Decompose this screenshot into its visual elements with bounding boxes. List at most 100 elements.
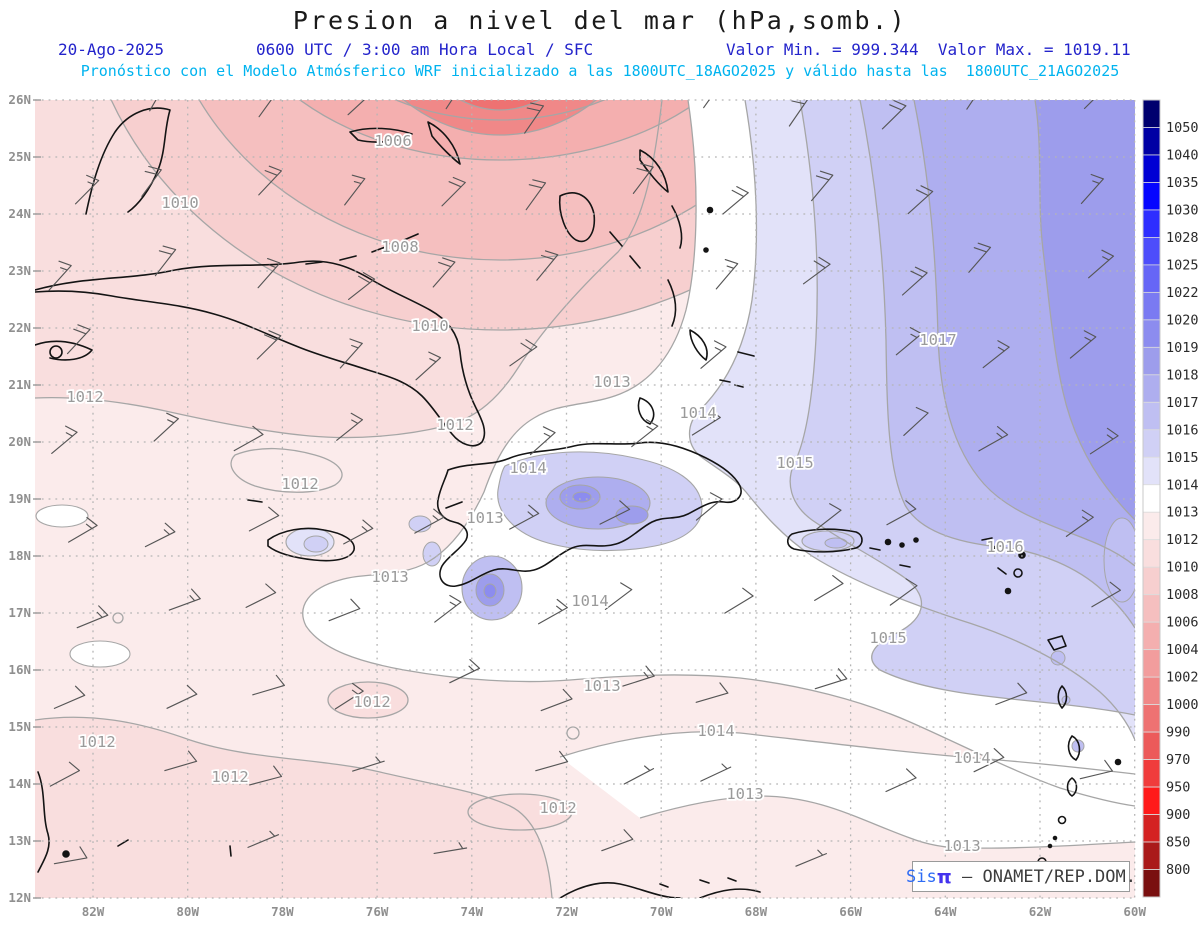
isobar-label: 1010 <box>161 194 198 212</box>
wind-barb <box>695 682 729 703</box>
wind-barb <box>233 425 264 452</box>
attribution-box: Sis π – ONAMET/REP.DOM. <box>906 861 1136 892</box>
isobar-label: 1012 <box>66 388 103 406</box>
isobar-label: 1017 <box>919 331 956 349</box>
page-title: Presion a nivel del mar (hPa,somb.) <box>292 6 908 35</box>
isobar-label: 1013 <box>726 785 763 803</box>
wind-barb <box>691 409 721 436</box>
colorbar-label: 1014 <box>1166 477 1199 493</box>
wind-barb <box>968 242 992 273</box>
lon-tick-label: 64W <box>934 904 957 919</box>
wind-barb <box>724 587 754 614</box>
lon-tick-label: 74W <box>461 904 484 919</box>
lat-tick-label: 15N <box>8 719 31 734</box>
colorbar-label: 1017 <box>1166 395 1199 411</box>
lat-tick-label: 25N <box>8 149 31 164</box>
lat-tick-label: 23N <box>8 263 31 278</box>
high-pressure-shading <box>35 100 1135 849</box>
wind-barbs <box>48 100 1121 867</box>
wind-barb <box>903 406 929 436</box>
wind-barb <box>715 259 739 290</box>
lat-tick-label: 18N <box>8 548 31 563</box>
colorbar-box <box>1142 594 1161 623</box>
wind-barb <box>66 324 91 355</box>
isobar-label: 1012 <box>436 416 473 434</box>
isobar-label: 1014 <box>679 404 716 422</box>
valid-time: 0600 UTC / 3:00 am Hora Local / SFC <box>256 40 594 59</box>
wind-barb <box>414 508 445 534</box>
wind-barb <box>336 412 364 441</box>
isobar-label: 1013 <box>593 373 630 391</box>
colorbar-label: 850 <box>1166 835 1190 851</box>
colorbar-label: 1015 <box>1166 450 1199 466</box>
lat-tick-label: 16N <box>8 662 31 677</box>
wind-barb <box>76 605 109 629</box>
wind-barb <box>248 506 280 532</box>
wind-barb <box>881 100 907 130</box>
lon-tick-label: 78W <box>271 904 294 919</box>
wind-barb <box>154 245 177 277</box>
lon-tick-label: 68W <box>745 904 768 919</box>
colorbar-label: 990 <box>1166 725 1190 741</box>
wind-barb <box>49 761 80 787</box>
wind-barb <box>1079 759 1113 780</box>
wind-barb <box>966 100 974 110</box>
wind-barb <box>258 165 282 196</box>
lat-tick-label: 14N <box>8 776 31 791</box>
colorbar-box <box>1142 484 1161 513</box>
wind-barb <box>814 575 844 601</box>
colorbar-box <box>1142 704 1161 733</box>
colorbar-label: 1002 <box>1166 670 1199 686</box>
wind-barb <box>907 185 934 215</box>
isobar-label: 1012 <box>353 693 390 711</box>
colorbar-box <box>1142 869 1161 898</box>
isobar-label: 1008 <box>381 238 418 256</box>
colorbar-box <box>1142 291 1161 321</box>
wind-barb <box>348 272 376 300</box>
wind-barb <box>149 100 157 112</box>
wind-barb <box>343 519 374 545</box>
isobar-label: 1010 <box>411 317 448 335</box>
colorbar-box <box>1142 237 1161 266</box>
wind-barb <box>1083 100 1094 110</box>
colorbar-label: 1040 <box>1166 147 1199 163</box>
coastlines <box>35 107 1122 898</box>
wind-barb <box>973 748 1005 773</box>
wind-barb <box>433 842 468 854</box>
wind-barb <box>339 338 363 369</box>
wind-barb <box>1080 173 1104 205</box>
sispi-logo-text: Sis <box>906 866 937 887</box>
colorbar-label: 1008 <box>1166 587 1199 603</box>
colorbar-box <box>1142 841 1161 870</box>
isobar-label: 1014 <box>953 749 990 767</box>
wind-barb <box>886 500 917 526</box>
lat-tick-label: 22N <box>8 320 31 335</box>
wind-barb <box>525 179 547 211</box>
colorbar-box <box>1142 759 1161 788</box>
colorbar-label: 1004 <box>1166 642 1199 658</box>
colorbar-box <box>1142 264 1161 293</box>
wind-barb <box>722 186 749 215</box>
lat-tick-label: 19N <box>8 491 31 506</box>
lat-tick-label: 17N <box>8 605 31 620</box>
wind-barb <box>144 522 176 548</box>
wind-barb <box>788 100 808 127</box>
wind-barb <box>895 327 923 356</box>
wind-barb <box>1065 509 1094 537</box>
wind-barb <box>700 763 732 782</box>
colorbar-label: 900 <box>1166 807 1190 823</box>
isobar-label: 1013 <box>943 837 980 855</box>
wind-barb <box>245 583 277 608</box>
colorbar-box <box>1142 127 1161 156</box>
wind-barb <box>53 685 86 709</box>
wind-barb <box>432 257 456 288</box>
wind-barb <box>529 426 556 456</box>
isobar-label: 1012 <box>211 768 248 786</box>
header-line2: 20-Ago-2025 0600 UTC / 3:00 am Hora Loca… <box>0 40 1200 60</box>
colorbar-label: 1019 <box>1166 340 1199 356</box>
wind-barb <box>889 578 918 606</box>
wind-barb <box>814 503 842 532</box>
colorbar-label: 1030 <box>1166 202 1199 218</box>
isobar-label: 1013 <box>583 677 620 695</box>
wind-barb <box>164 750 198 772</box>
